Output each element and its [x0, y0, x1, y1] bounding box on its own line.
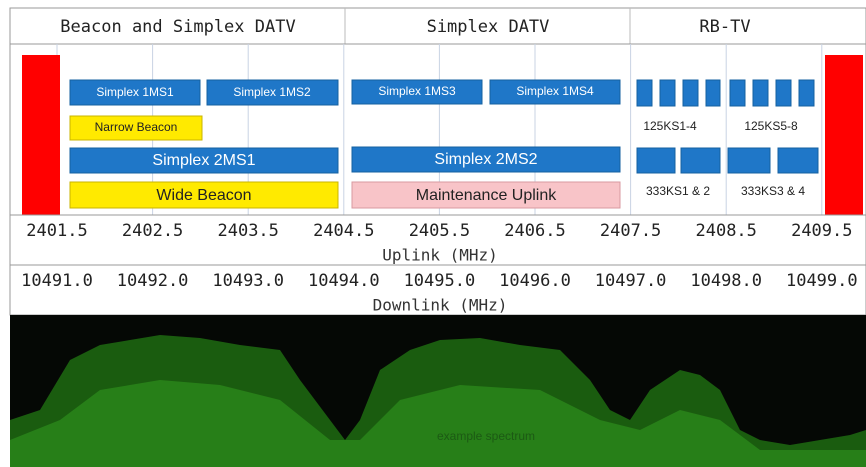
- tick-label: 2405.5: [409, 221, 470, 241]
- axis-label: Uplink (MHz): [382, 246, 498, 265]
- block-label: 333KS3 & 4: [741, 184, 805, 198]
- band-edge: [825, 55, 863, 215]
- tick-label: 10499.0: [786, 271, 858, 291]
- spectrum-label: example spectrum: [437, 429, 535, 443]
- tick-label: 10497.0: [595, 271, 667, 291]
- tick-label: 10498.0: [690, 271, 762, 291]
- block: [660, 80, 675, 106]
- tick-label: 10492.0: [117, 271, 189, 291]
- tick-label: 2409.5: [791, 221, 852, 241]
- tick-label: 10496.0: [499, 271, 571, 291]
- block: [778, 148, 818, 173]
- block: [706, 80, 720, 106]
- block: [776, 80, 791, 106]
- tick-label: 10494.0: [308, 271, 380, 291]
- axis-label: Downlink (MHz): [373, 296, 508, 315]
- block: [730, 80, 745, 106]
- block-label: Simplex 1MS4: [516, 84, 594, 98]
- tick-label: 2403.5: [217, 221, 278, 241]
- tick-label: 2402.5: [122, 221, 183, 241]
- block-label: 125KS5-8: [744, 119, 798, 133]
- block-label: Simplex 1MS3: [378, 84, 456, 98]
- section-title: RB-TV: [699, 17, 750, 37]
- block: [799, 80, 814, 106]
- tick-label: 2401.5: [26, 221, 87, 241]
- block: [753, 80, 768, 106]
- block-label: 125KS1-4: [643, 119, 697, 133]
- section-title: Simplex DATV: [427, 17, 550, 37]
- block: [728, 148, 770, 173]
- tick-label: 10491.0: [21, 271, 93, 291]
- section-title: Beacon and Simplex DATV: [60, 17, 295, 37]
- block-label: Wide Beacon: [156, 187, 251, 204]
- tick-label: 2406.5: [504, 221, 565, 241]
- block-label: Simplex 1MS2: [233, 85, 311, 99]
- block-label: 333KS1 & 2: [646, 184, 710, 198]
- block-label: Simplex 2MS2: [434, 151, 537, 168]
- block-label: Narrow Beacon: [95, 120, 178, 134]
- band-plan: Beacon and Simplex DATV Simplex DATV RB-…: [0, 0, 866, 467]
- block: [681, 148, 720, 173]
- block: [637, 148, 675, 173]
- tick-label: 10495.0: [404, 271, 476, 291]
- block: [637, 80, 652, 106]
- tick-label: 10493.0: [212, 271, 284, 291]
- tick-label: 2404.5: [313, 221, 374, 241]
- tick-label: 2407.5: [600, 221, 661, 241]
- block: [683, 80, 698, 106]
- block-label: Simplex 2MS1: [152, 152, 255, 169]
- tick-label: 2408.5: [695, 221, 756, 241]
- band-edge: [22, 55, 60, 215]
- block-label: Maintenance Uplink: [416, 187, 558, 204]
- block-label: Simplex 1MS1: [96, 85, 174, 99]
